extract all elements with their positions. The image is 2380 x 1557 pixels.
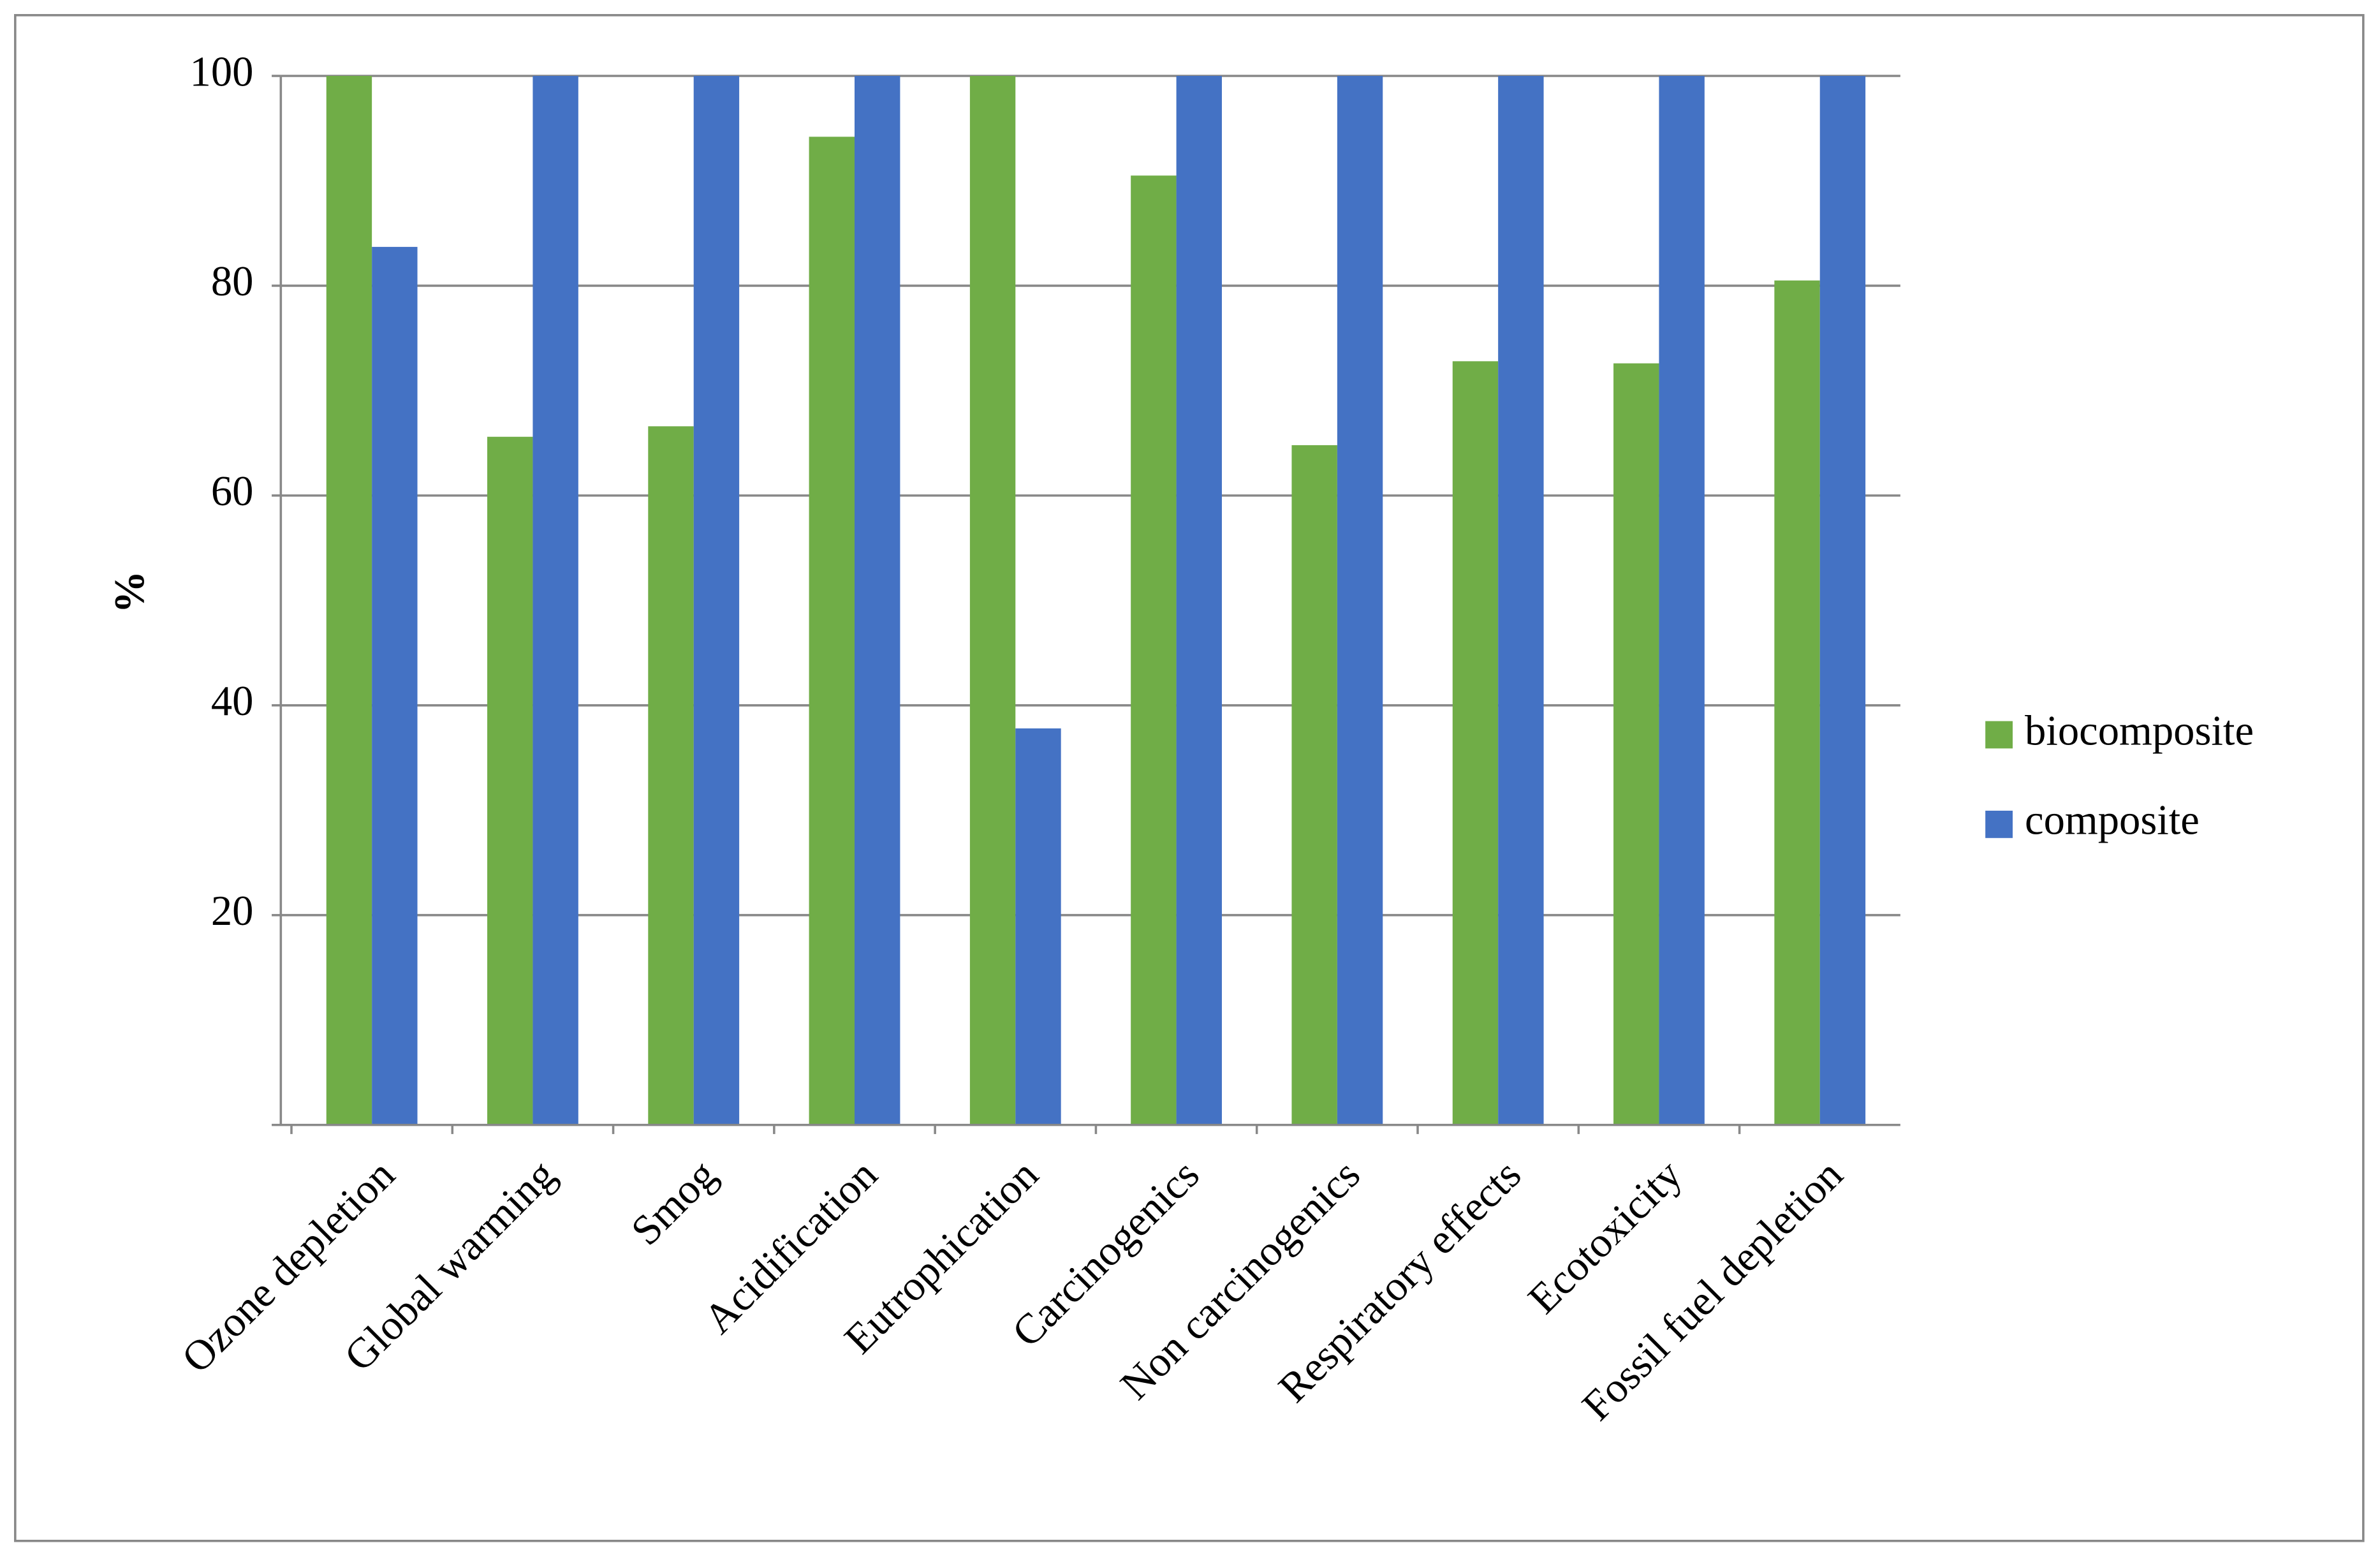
legend-label: composite [2025, 797, 2200, 844]
legend-swatch [1985, 810, 2013, 838]
bar [326, 76, 372, 1125]
bar [1819, 76, 1866, 1125]
bar [1774, 280, 1820, 1125]
legend-swatch [1985, 721, 2013, 749]
bar [487, 436, 533, 1125]
bar [1015, 728, 1061, 1125]
bar [1291, 445, 1337, 1125]
bar [1337, 76, 1383, 1125]
y-tick-label: 80 [211, 258, 254, 305]
bar [969, 76, 1016, 1125]
bar [1613, 363, 1659, 1125]
y-axis-label: % [107, 571, 153, 614]
bar [648, 426, 694, 1125]
bar [372, 247, 418, 1125]
bar [855, 76, 900, 1125]
bar [1131, 175, 1177, 1125]
y-tick-label: 20 [211, 888, 254, 934]
bar [1176, 76, 1222, 1125]
y-tick-label: 60 [211, 468, 254, 515]
legend-label: biocomposite [2025, 707, 2254, 754]
y-tick-label: 100 [190, 48, 254, 95]
bar [533, 76, 578, 1125]
bar [693, 76, 740, 1125]
bar [809, 137, 855, 1125]
bar [1452, 361, 1499, 1125]
bar [1498, 76, 1544, 1125]
y-tick-label: 40 [211, 678, 254, 725]
bar [1659, 76, 1705, 1125]
